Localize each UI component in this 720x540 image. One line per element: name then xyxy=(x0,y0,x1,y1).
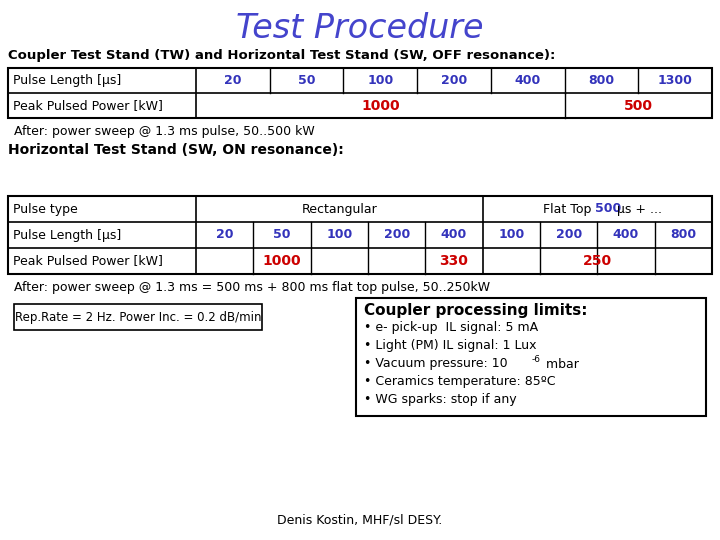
Text: 1000: 1000 xyxy=(361,98,400,112)
Text: Coupler Test Stand (TW) and Horizontal Test Stand (SW, OFF resonance):: Coupler Test Stand (TW) and Horizontal T… xyxy=(8,50,555,63)
Text: 100: 100 xyxy=(367,74,393,87)
Text: Horizontal Test Stand (SW, ON resonance):: Horizontal Test Stand (SW, ON resonance)… xyxy=(8,143,343,157)
Text: Test Procedure: Test Procedure xyxy=(236,11,484,44)
Text: μs + ...: μs + ... xyxy=(613,202,662,215)
Text: Denis Kostin, MHF/sl DESY.: Denis Kostin, MHF/sl DESY. xyxy=(277,514,443,526)
Text: 400: 400 xyxy=(613,228,639,241)
Text: mbar: mbar xyxy=(542,357,579,370)
Text: 200: 200 xyxy=(441,74,467,87)
Text: Peak Pulsed Power [kW]: Peak Pulsed Power [kW] xyxy=(13,99,163,112)
Text: 800: 800 xyxy=(588,74,614,87)
Text: 400: 400 xyxy=(515,74,541,87)
Text: After: power sweep @ 1.3 ms = 500 ms + 800 ms flat top pulse, 50..250kW: After: power sweep @ 1.3 ms = 500 ms + 8… xyxy=(14,281,490,294)
Text: After: power sweep @ 1.3 ms pulse, 50..500 kW: After: power sweep @ 1.3 ms pulse, 50..5… xyxy=(14,125,315,138)
Text: 330: 330 xyxy=(440,254,469,268)
Text: Pulse Length [μs]: Pulse Length [μs] xyxy=(13,228,121,241)
Text: • Vacuum pressure: 10: • Vacuum pressure: 10 xyxy=(364,357,508,370)
Text: 200: 200 xyxy=(384,228,410,241)
Bar xyxy=(14,304,262,330)
Bar xyxy=(356,298,706,416)
Text: Rep.Rate = 2 Hz. Power Inc. = 0.2 dB/min: Rep.Rate = 2 Hz. Power Inc. = 0.2 dB/min xyxy=(14,310,261,323)
Text: 20: 20 xyxy=(224,74,242,87)
Text: 200: 200 xyxy=(556,228,582,241)
Text: 1000: 1000 xyxy=(263,254,301,268)
Text: 400: 400 xyxy=(441,228,467,241)
Text: 1300: 1300 xyxy=(657,74,693,87)
Text: -6: -6 xyxy=(532,355,541,364)
Text: 250: 250 xyxy=(582,254,612,268)
Bar xyxy=(8,68,712,118)
Text: 500: 500 xyxy=(595,202,621,215)
Text: 800: 800 xyxy=(670,228,696,241)
Text: Flat Top: Flat Top xyxy=(543,202,595,215)
Bar xyxy=(8,196,712,274)
Text: Pulse Length [μs]: Pulse Length [μs] xyxy=(13,74,121,87)
Text: • e- pick-up  IL signal: 5 mA: • e- pick-up IL signal: 5 mA xyxy=(364,321,538,334)
Text: 100: 100 xyxy=(326,228,353,241)
Text: 100: 100 xyxy=(498,228,524,241)
Text: Coupler processing limits:: Coupler processing limits: xyxy=(364,303,588,319)
Text: • WG sparks: stop if any: • WG sparks: stop if any xyxy=(364,394,517,407)
Text: 20: 20 xyxy=(216,228,233,241)
Text: Peak Pulsed Power [kW]: Peak Pulsed Power [kW] xyxy=(13,254,163,267)
Text: • Ceramics temperature: 85ºC: • Ceramics temperature: 85ºC xyxy=(364,375,556,388)
Text: 500: 500 xyxy=(624,98,653,112)
Text: 50: 50 xyxy=(274,228,291,241)
Text: Rectangular: Rectangular xyxy=(302,202,377,215)
Text: • Light (PM) IL signal: 1 Lux: • Light (PM) IL signal: 1 Lux xyxy=(364,340,536,353)
Text: 50: 50 xyxy=(298,74,315,87)
Text: Pulse type: Pulse type xyxy=(13,202,78,215)
